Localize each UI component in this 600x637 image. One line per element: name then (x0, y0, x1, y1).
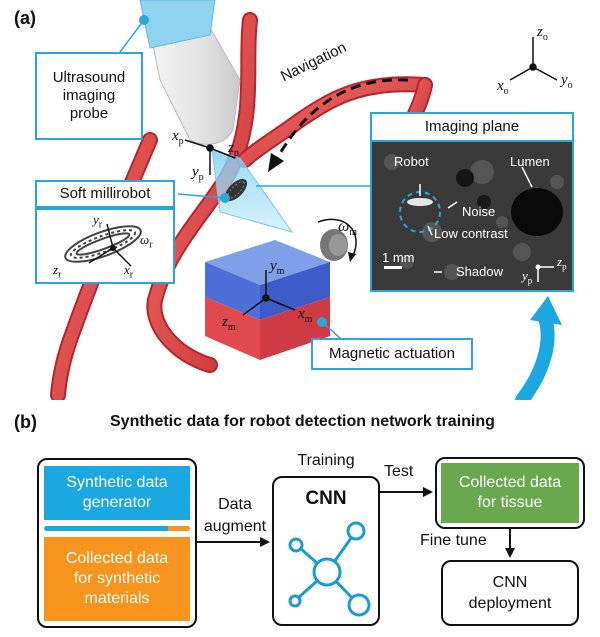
robot-y-label: yr (93, 212, 103, 231)
training-label: Training (297, 452, 355, 469)
tissue-line-1: Collected data (458, 474, 562, 491)
probe-frame-axes (184, 139, 236, 175)
probe-callout-line-1: Ultrasound (52, 69, 126, 86)
magnet-omega-label: ωm (338, 218, 358, 239)
us-robot-label: Robot (394, 154, 429, 169)
robot-z-label: zr (53, 262, 62, 281)
ultrasound-probe (139, 0, 241, 145)
ultrasound-texture (372, 142, 572, 290)
us-axis-z: zp (557, 254, 567, 272)
probe-x-label: xp (172, 128, 184, 147)
origin-y-label: yo (561, 72, 573, 91)
magnet-y-label: ym (270, 258, 285, 277)
cnn-deployment-box: CNN deployment (441, 560, 579, 626)
augment-line-1: Data (218, 496, 252, 513)
magnetic-actuation-callout: Magnetic actuation (311, 338, 473, 370)
magnet-callout-dot (317, 317, 327, 327)
imaging-plane-title: Imaging plane (370, 112, 574, 142)
us-axis-y: yp (522, 268, 533, 286)
test-label: Test (384, 463, 414, 480)
collected-data-tissue: Collected data for tissue (441, 463, 579, 523)
us-shadow-label: Shadow (456, 264, 503, 279)
magnet-z-label: zm (222, 314, 236, 333)
panel-b-label: (b) (14, 412, 37, 432)
robot-inset (35, 208, 175, 284)
synthetic-data-generator: Synthetic data generator (44, 466, 190, 520)
tissue-line-2: for tissue (477, 494, 543, 511)
generator-line-2: generator (82, 494, 152, 511)
us-lumen-label: Lumen (510, 154, 550, 169)
magnet-cube (205, 229, 348, 360)
cnn-label: CNN (305, 488, 347, 509)
navigation-arrow (268, 78, 409, 172)
rotation-arrow-magnet (317, 218, 357, 259)
ultrasound-image: Robot Lumen Noise Low contrast 1 mm Shad… (370, 142, 574, 292)
deployment-line-2: deployment (468, 595, 552, 612)
magnet-x-label: xm (298, 306, 313, 325)
scene-illustration (50, 0, 562, 400)
origin-frame-axes (509, 37, 558, 81)
origin-z-label: zo (537, 24, 548, 43)
us-low-contrast-label: Low contrast (434, 226, 508, 241)
fine-tune-label: Fine tune (420, 532, 487, 549)
probe-y-label: yp (192, 164, 204, 183)
us-scale-label: 1 mm (382, 250, 415, 265)
robot-omega-label: ωr (140, 232, 153, 251)
deployment-line-1: CNN (492, 574, 528, 591)
probe-z-label: zp (228, 140, 239, 159)
probe-callout-dot (139, 15, 149, 25)
panel-a-label: (a) (14, 8, 36, 28)
robot-callout: Soft millirobot (35, 180, 175, 208)
panel-b-title: Synthetic data for robot detection netwo… (110, 413, 495, 430)
origin-x-label: xo (497, 78, 509, 97)
network-icon (288, 521, 371, 617)
cnn-training-box: CNN (272, 476, 380, 626)
us-noise-label: Noise (462, 204, 496, 219)
mix-ratio-bar (44, 526, 190, 531)
materials-line-2: for synthetic (73, 570, 161, 587)
augment-line-2: augment (203, 518, 267, 535)
robot-callout-dot (220, 193, 230, 203)
probe-callout: Ultrasound imaging probe (35, 52, 143, 140)
imaging-plane-wedge (211, 149, 294, 233)
probe-callout-line-2: imaging (62, 87, 116, 104)
blood-vessels (50, 12, 433, 400)
magnet-frame-axes (242, 270, 296, 316)
blue-curved-arrow (515, 296, 562, 400)
generator-line-1: Synthetic data (66, 474, 168, 491)
collected-synthetic-materials: Collected data for synthetic materials (44, 537, 190, 621)
data-augment-label: Data augment (200, 494, 270, 538)
probe-callout-line-3: probe (69, 105, 109, 122)
flow-arrows (197, 487, 515, 558)
materials-line-1: Collected data (65, 550, 169, 567)
robot-x-label: xr (124, 262, 134, 281)
materials-line-3: materials (84, 590, 150, 607)
